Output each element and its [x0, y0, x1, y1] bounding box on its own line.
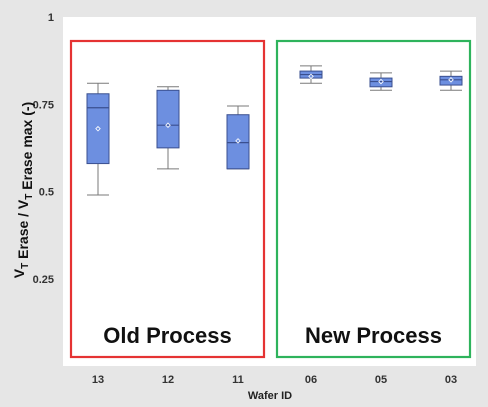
y-tick-label: 0.25 — [33, 274, 54, 286]
x-axis-title: Wafer ID — [248, 390, 292, 402]
box-plot-item — [226, 105, 250, 170]
y-title-part: Erase / V — [15, 199, 31, 263]
x-tick-label: 11 — [232, 374, 244, 386]
x-tick-label: 12 — [162, 374, 174, 386]
box-iqr — [226, 114, 250, 170]
y-tick-label: 0.5 — [39, 187, 54, 199]
box-plot-item — [369, 72, 393, 91]
box-plot-item — [156, 86, 180, 170]
x-tick-label: 05 — [375, 374, 387, 386]
box-plot-item — [439, 70, 463, 91]
y-axis-ticks: 0.25 0.5 0.75 1 — [33, 12, 54, 286]
mean-marker — [95, 125, 101, 132]
process-group-label: Old Process — [103, 323, 231, 348]
x-tick-label: 06 — [305, 374, 317, 386]
mean-marker — [308, 73, 314, 80]
y-title-subscript: T — [20, 263, 31, 269]
y-tick-label: 1 — [48, 12, 54, 24]
process-groups: Old Process New Process — [69, 39, 472, 359]
box-iqr — [86, 93, 110, 165]
process-group-frame — [275, 39, 472, 359]
box-iqr — [156, 89, 180, 149]
mean-marker — [378, 78, 384, 85]
box-plot-item — [299, 65, 323, 84]
x-tick-label: 13 — [92, 374, 104, 386]
mean-marker — [235, 138, 241, 144]
y-tick-label: 0.75 — [33, 99, 54, 111]
y-title-subscript: T — [24, 194, 35, 200]
plot-area — [63, 17, 476, 366]
y-title-part: V — [11, 268, 27, 278]
box-iqr — [369, 77, 393, 88]
y-title-part: Erase max (-) — [19, 102, 35, 194]
process-group-frame — [69, 39, 266, 359]
mean-marker — [448, 77, 454, 83]
x-axis-ticks: 13 12 11 06 05 03 — [92, 374, 457, 386]
mean-marker — [165, 122, 171, 128]
box-series — [86, 65, 463, 196]
y-axis-title: VT Erase / VT Erase max (-) — [11, 102, 35, 278]
box-plot-item — [86, 82, 110, 196]
process-group-label: New Process — [305, 323, 442, 348]
x-tick-label: 03 — [445, 374, 457, 386]
box-iqr — [439, 75, 463, 86]
